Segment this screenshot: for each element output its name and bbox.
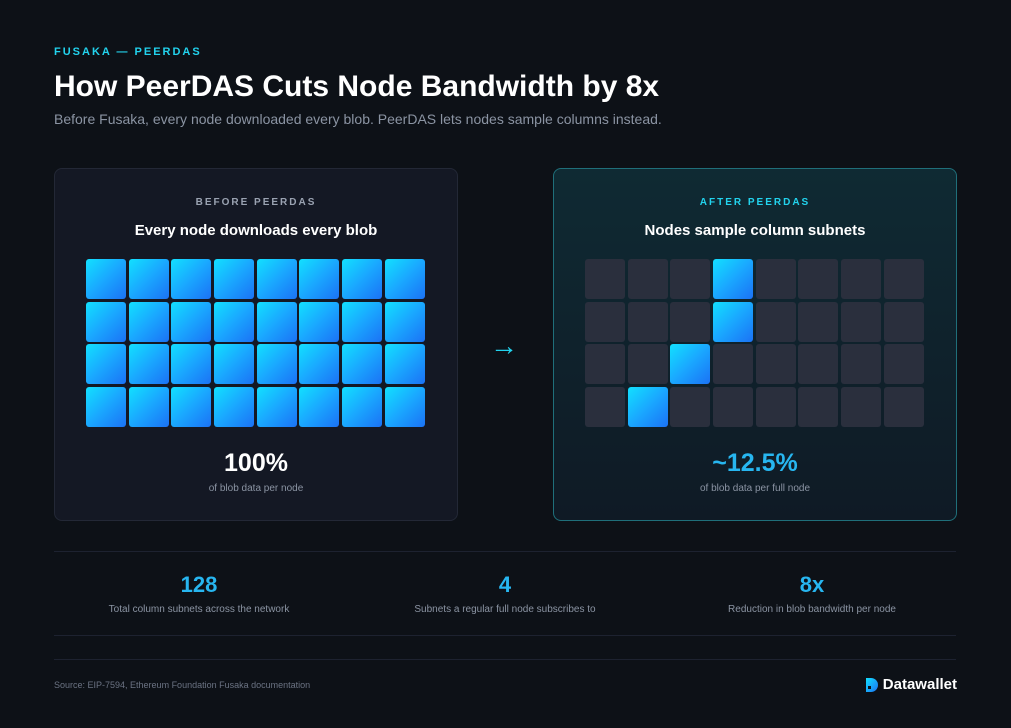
inactive-cell: [627, 259, 668, 299]
active-cell: [384, 344, 425, 385]
stat-total-subnets: 128 Total column subnets across the netw…: [49, 572, 349, 615]
before-value: 100%: [224, 449, 288, 477]
active-cell: [384, 387, 425, 428]
active-cell: [299, 344, 340, 385]
inactive-cell: [755, 259, 796, 299]
active-cell: [171, 301, 212, 342]
active-cell: [86, 301, 126, 342]
after-panel: AFTER PEERDAS Nodes sample column subnet…: [553, 168, 957, 521]
after-value: ~12.5%: [712, 449, 798, 477]
inactive-cell: [883, 387, 924, 428]
inactive-cell: [585, 387, 625, 428]
stat-value: 128: [180, 572, 218, 597]
active-cell: [342, 301, 383, 342]
inactive-cell: [841, 344, 882, 385]
divider: [54, 659, 956, 660]
active-cell: [86, 259, 126, 299]
inactive-cell: [798, 344, 839, 385]
stat-value: 8x: [799, 572, 825, 597]
inactive-cell: [755, 387, 796, 428]
active-cell: [128, 344, 169, 385]
inactive-cell: [841, 259, 882, 299]
active-cell: [256, 344, 297, 385]
active-cell: [214, 259, 255, 299]
active-cell: [128, 259, 169, 299]
stat-node-subnets: 4 Subnets a regular full node subscribes…: [355, 572, 655, 615]
active-cell: [670, 344, 711, 385]
after-caption: of blob data per full node: [699, 483, 811, 494]
active-cell: [342, 387, 383, 428]
active-cell: [384, 259, 425, 299]
active-cell: [128, 301, 169, 342]
before-heading: Every node downloads every blob: [134, 222, 378, 239]
active-cell: [214, 301, 255, 342]
active-cell: [342, 344, 383, 385]
inactive-cell: [585, 301, 625, 342]
active-cell: [342, 259, 383, 299]
inactive-cell: [670, 301, 711, 342]
divider: [54, 635, 956, 636]
active-cell: [713, 259, 754, 299]
active-cell: [171, 259, 212, 299]
page-subtitle: Before Fusaka, every node downloaded eve…: [54, 111, 662, 127]
active-cell: [299, 387, 340, 428]
inactive-cell: [883, 301, 924, 342]
after-label: AFTER PEERDAS: [699, 197, 811, 208]
before-label: BEFORE PEERDAS: [195, 197, 317, 208]
stat-bandwidth-reduction: 8x Reduction in blob bandwidth per node: [662, 572, 962, 615]
inactive-cell: [841, 301, 882, 342]
inactive-cell: [883, 259, 924, 299]
after-column-grid: [585, 259, 924, 428]
active-cell: [299, 301, 340, 342]
active-cell: [627, 387, 668, 428]
divider: [54, 551, 956, 552]
page-title: How PeerDAS Cuts Node Bandwidth by 8x: [54, 70, 660, 103]
brand-name: Datawallet: [882, 676, 957, 693]
inactive-cell: [755, 344, 796, 385]
active-cell: [86, 387, 126, 428]
stat-label: Reduction in blob bandwidth per node: [728, 604, 896, 615]
inactive-cell: [670, 259, 711, 299]
datawallet-logo-icon: [865, 677, 878, 692]
after-heading: Nodes sample column subnets: [644, 222, 866, 239]
active-cell: [256, 259, 297, 299]
inactive-cell: [755, 301, 796, 342]
right-arrow-icon: →: [490, 330, 518, 361]
active-cell: [86, 344, 126, 385]
active-cell: [128, 387, 169, 428]
inactive-cell: [798, 301, 839, 342]
inactive-cell: [585, 344, 625, 385]
inactive-cell: [670, 387, 711, 428]
active-cell: [384, 301, 425, 342]
stat-label: Total column subnets across the network: [108, 604, 290, 615]
active-cell: [299, 259, 340, 299]
before-caption: of blob data per node: [208, 483, 304, 494]
active-cell: [214, 387, 255, 428]
active-cell: [214, 344, 255, 385]
eyebrow: FUSAKA — PEERDAS: [54, 46, 202, 58]
source-note: Source: EIP-7594, Ethereum Foundation Fu…: [54, 680, 311, 690]
active-cell: [256, 301, 297, 342]
stat-label: Subnets a regular full node subscribes t…: [414, 604, 596, 615]
inactive-cell: [713, 344, 754, 385]
inactive-cell: [627, 344, 668, 385]
inactive-cell: [841, 387, 882, 428]
inactive-cell: [627, 301, 668, 342]
before-panel: BEFORE PEERDAS Every node downloads ever…: [54, 168, 458, 521]
inactive-cell: [585, 259, 625, 299]
active-cell: [171, 387, 212, 428]
inactive-cell: [713, 387, 754, 428]
active-cell: [713, 301, 754, 342]
brand: Datawallet: [865, 676, 957, 693]
active-cell: [171, 344, 212, 385]
inactive-cell: [883, 344, 924, 385]
stat-value: 4: [498, 572, 512, 597]
before-blob-grid: [86, 259, 425, 428]
inactive-cell: [798, 259, 839, 299]
active-cell: [256, 387, 297, 428]
inactive-cell: [798, 387, 839, 428]
